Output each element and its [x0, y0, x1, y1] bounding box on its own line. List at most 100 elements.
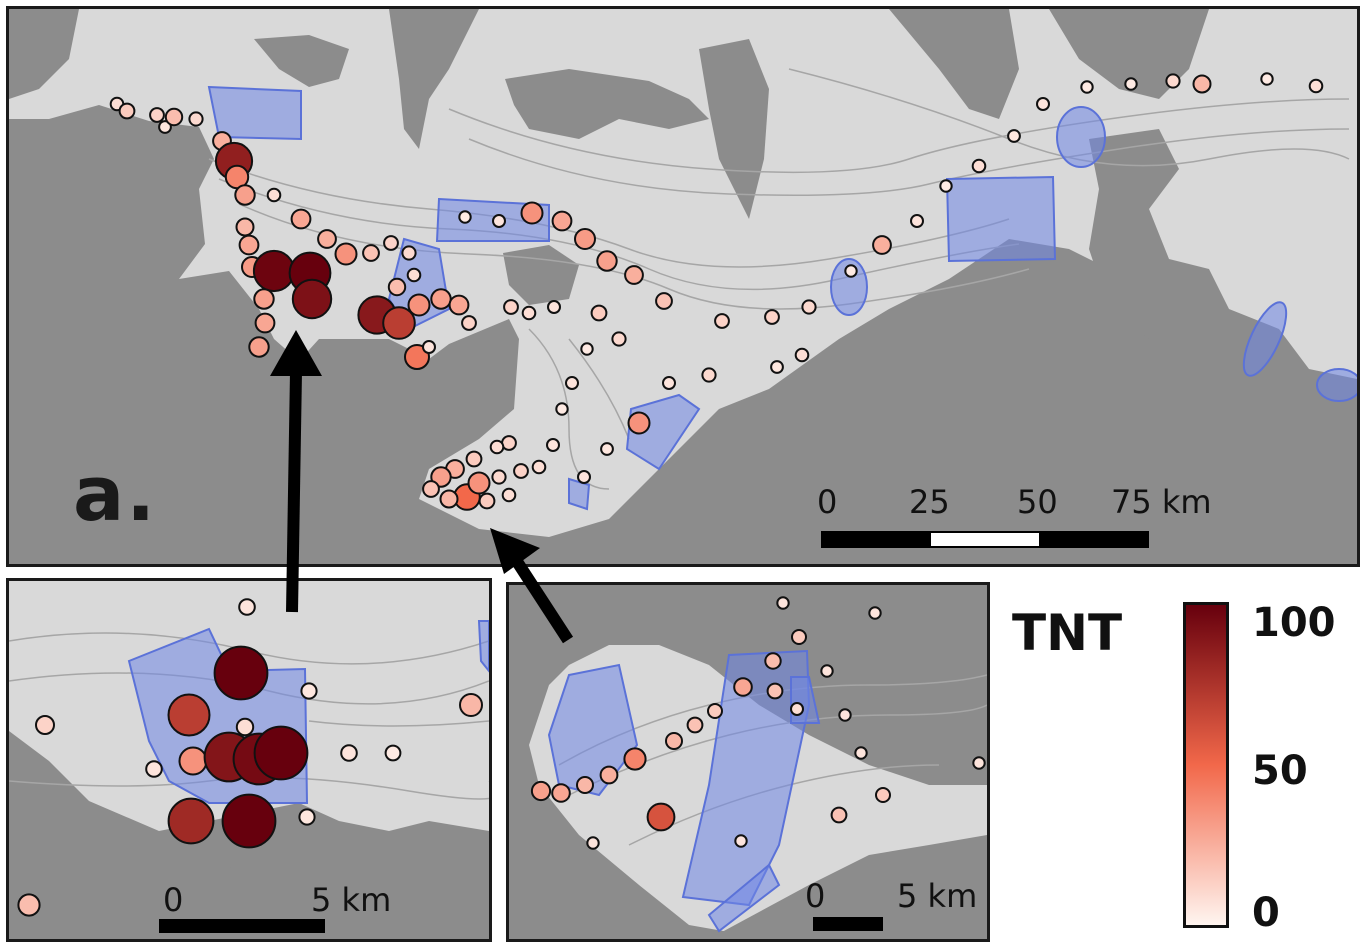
main-sample-point-56 [770, 360, 784, 374]
inset-left-sample-point-8 [253, 725, 309, 781]
land-island-center [505, 69, 709, 139]
inset-left-sample-point-9 [145, 760, 163, 778]
inset-right-sample-point-3 [764, 652, 782, 670]
main-sample-point-68 [1165, 73, 1181, 89]
main-sample-point-51 [611, 331, 627, 347]
main-sample-point-32 [448, 294, 470, 316]
inset-right-protected-1 [547, 663, 639, 797]
main-sample-point-70 [1260, 72, 1274, 86]
main-sample-point-37 [492, 214, 506, 228]
main-sample-point-4 [164, 107, 184, 127]
main-sample-point-22 [334, 242, 358, 266]
main-sample-point-19 [248, 336, 270, 358]
main-sample-point-27 [387, 277, 407, 297]
legend-mid-label: 50 [1252, 748, 1308, 794]
main-sample-point-30 [407, 293, 431, 317]
inset-left-canvas [9, 598, 489, 939]
inset-right-protected-3 [707, 863, 781, 933]
protected-area-1 [207, 85, 302, 141]
inset-left-sample-point-15 [459, 693, 483, 717]
main-sample-point-81 [513, 463, 529, 479]
inset-left-sample-point-10 [167, 797, 215, 845]
inset-right-sample-point-14 [551, 783, 571, 803]
main-sample-point-24 [383, 235, 399, 251]
inset-left-sample-point-4 [235, 717, 255, 737]
main-sample-point-73 [489, 439, 505, 455]
inset-right-sample-point-2 [791, 629, 807, 645]
main-scale-label-0: 0 [817, 483, 838, 521]
inset-right-sample-point-18 [734, 834, 748, 848]
inset-left-land-2 [9, 811, 489, 939]
inset-left-panel: 0 5 km [6, 578, 492, 942]
inset-left-sample-point-3 [167, 693, 211, 737]
main-sample-point-2 [149, 107, 165, 123]
main-scale-seg-2 [930, 533, 1039, 546]
main-map-canvas [9, 9, 1357, 564]
main-sample-point-83 [546, 438, 560, 452]
main-sample-point-25 [401, 245, 417, 261]
main-sample-points [109, 72, 1324, 511]
main-sample-point-55 [764, 309, 780, 325]
main-sample-point-74 [465, 450, 483, 468]
main-sample-point-18 [254, 312, 276, 334]
main-sample-point-85 [627, 411, 651, 435]
main-sample-point-71 [1308, 78, 1324, 94]
inset-left-sample-point-14 [384, 744, 402, 762]
main-sample-point-12 [238, 234, 260, 256]
main-sample-point-59 [844, 264, 858, 278]
main-sample-point-36 [458, 210, 472, 224]
main-sample-point-45 [521, 305, 537, 321]
main-sample-point-87 [422, 480, 440, 498]
inset-left-sample-point-0 [238, 598, 256, 616]
protected-area-5 [945, 175, 1057, 263]
main-sample-point-20 [290, 208, 312, 230]
main-sample-point-35 [422, 340, 436, 354]
inset-right-sample-point-20 [854, 746, 868, 760]
inset-right-sample-point-17 [646, 802, 676, 832]
protected-area-9 [1316, 368, 1357, 402]
inset-right-sample-point-1 [868, 606, 882, 620]
main-sample-point-53 [701, 367, 717, 383]
inset-right-sample-point-19 [838, 708, 852, 722]
inset-left-sample-point-11 [221, 793, 277, 849]
main-scale-label-25: 25 [909, 483, 950, 521]
inset-right-sample-points [530, 596, 986, 850]
inset-right-land [509, 585, 987, 939]
main-sample-point-40 [574, 228, 596, 250]
land-west-coast-north [9, 9, 79, 99]
main-sample-point-52 [662, 376, 676, 390]
main-sample-point-46 [547, 300, 561, 314]
main-sample-point-48 [580, 342, 594, 356]
main-scale-label-75: 75 km [1111, 483, 1212, 521]
protected-area-6 [1056, 106, 1106, 168]
land-north-peninsula [389, 9, 479, 149]
inset-left-scale-label-5: 5 km [311, 881, 392, 919]
inset-left-sample-point-17 [298, 808, 316, 826]
land-east-island [699, 39, 769, 219]
inset-right-sample-point-9 [686, 716, 704, 734]
main-sample-point-62 [939, 179, 953, 193]
main-sample-point-3 [158, 120, 172, 134]
main-scale-seg-3 [1038, 533, 1147, 546]
inset-right-sample-point-12 [599, 765, 619, 785]
main-sample-point-38 [520, 201, 544, 225]
main-sample-point-21 [317, 229, 337, 249]
main-sample-point-33 [461, 315, 477, 331]
inset-left-sample-point-13 [340, 744, 358, 762]
inset-left-protected-2 [477, 620, 489, 673]
main-scale-bar [821, 531, 1149, 548]
main-sample-point-57 [794, 347, 810, 363]
main-sample-point-61 [910, 214, 924, 228]
inset-right-scale-label-5: 5 km [897, 877, 978, 915]
main-sample-point-34 [404, 344, 430, 370]
protected-area-8 [1242, 301, 1288, 377]
main-sample-point-9 [234, 184, 256, 206]
inset-right-canvas [509, 585, 987, 939]
main-sample-point-69 [1192, 74, 1212, 94]
land-north-island [254, 35, 349, 87]
main-scale-seg-1 [823, 533, 931, 546]
main-sample-point-42 [624, 265, 644, 285]
main-sample-point-63 [971, 158, 987, 174]
land-small-island [503, 245, 579, 305]
inset-right-sample-point-7 [790, 702, 804, 716]
